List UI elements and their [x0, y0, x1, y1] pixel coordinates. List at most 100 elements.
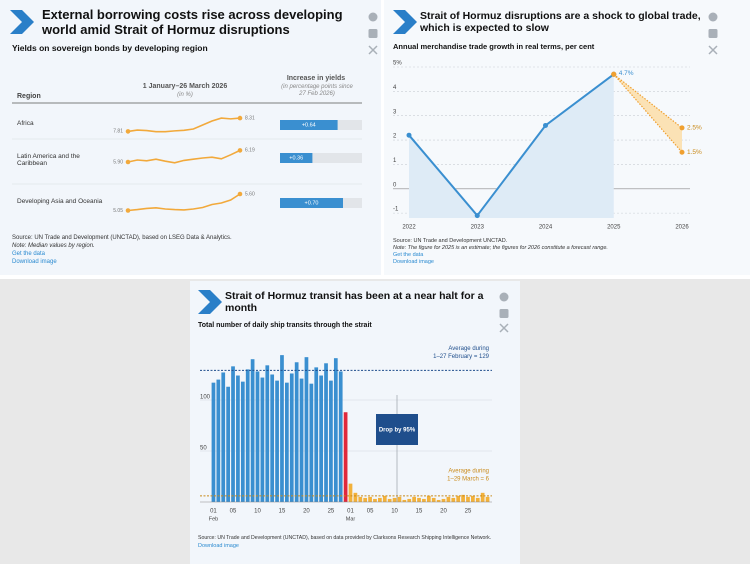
- reference-label: 1–29 March = 6: [447, 476, 490, 482]
- bar-label: +0.36: [289, 155, 303, 161]
- point: [543, 122, 548, 128]
- bar: [368, 496, 372, 502]
- point: [474, 213, 480, 219]
- x-tick-label: 2023: [471, 225, 485, 231]
- bar: [265, 365, 270, 502]
- linkedin-icon[interactable]: [708, 29, 718, 38]
- x-icon[interactable]: [708, 45, 718, 55]
- bar: [304, 357, 309, 502]
- value-label: 5.60: [245, 191, 255, 197]
- sparkline-point: [237, 191, 243, 197]
- x-icon[interactable]: [499, 323, 509, 333]
- sparkline-point: [237, 115, 243, 121]
- line: [613, 73, 683, 129]
- bar: [353, 492, 358, 502]
- line: [408, 73, 615, 218]
- value-label: 8.31: [245, 115, 255, 121]
- x-icon[interactable]: [368, 45, 378, 55]
- bar: [373, 498, 377, 502]
- bar: [402, 499, 407, 502]
- value-label: 1.5%: [687, 149, 702, 156]
- y-tick-label: 4: [393, 85, 397, 91]
- row-label: Latin America and the Caribbean: [17, 153, 80, 168]
- bar: [255, 371, 260, 502]
- linkedin-icon[interactable]: [499, 309, 509, 318]
- facebook-icon[interactable]: [499, 292, 509, 302]
- annotation-box: [376, 414, 418, 445]
- x-tick-label: 2025: [607, 225, 621, 231]
- point: [406, 132, 412, 138]
- bar: [446, 496, 451, 502]
- x-tick-label: 25: [328, 509, 335, 515]
- bar: [480, 492, 485, 502]
- bar: [309, 383, 314, 502]
- bar-label: +0.64: [302, 122, 316, 128]
- x-tick-label: 15: [279, 509, 286, 515]
- y-tick-label: 100: [200, 395, 211, 401]
- x-tick-label: 20: [303, 509, 310, 515]
- area: [409, 74, 614, 218]
- column-unit: (in percentage points since 27 Feb 2026): [281, 84, 353, 97]
- bar: [422, 498, 426, 502]
- bar: [461, 494, 465, 502]
- link[interactable]: Download image: [393, 259, 434, 265]
- bar: [289, 373, 294, 502]
- value-label: 2.5%: [687, 125, 702, 132]
- bar: [211, 382, 216, 502]
- y-tick-label: 5%: [393, 61, 402, 67]
- x-tick-label: 2022: [402, 225, 416, 231]
- bar: [275, 380, 279, 502]
- bar: [466, 496, 470, 502]
- bar: [475, 497, 480, 502]
- x-tick-label: Feb: [209, 516, 218, 522]
- source: Source: UN Trade and Development (UNCTAD…: [12, 235, 232, 241]
- social-icons[interactable]: [368, 12, 718, 333]
- link[interactable]: Get the data: [12, 251, 46, 257]
- bar: [299, 378, 304, 502]
- bar: [216, 379, 221, 502]
- bar: [397, 496, 402, 502]
- bar: [285, 382, 289, 502]
- logo: [10, 10, 34, 34]
- x-tick-label: 20: [440, 509, 447, 515]
- logo: [393, 10, 417, 34]
- bar: [392, 497, 397, 502]
- linkedin-icon[interactable]: [368, 29, 378, 38]
- card: [0, 0, 381, 275]
- facebook-icon[interactable]: [368, 12, 378, 22]
- reference-label: 1–27 February = 129: [433, 354, 490, 360]
- y-tick-label: 3: [393, 109, 397, 115]
- bar: [348, 483, 353, 502]
- point: [611, 71, 617, 77]
- x-tick-label: Mar: [346, 516, 356, 522]
- bar: [436, 499, 441, 502]
- bar: [441, 498, 446, 502]
- link[interactable]: Download image: [198, 543, 239, 549]
- x-tick-label: 10: [254, 509, 261, 515]
- annotation: Drop by 95%: [379, 428, 416, 434]
- link[interactable]: Download image: [12, 259, 57, 265]
- y-tick-label: 50: [200, 446, 207, 452]
- bar: [382, 495, 387, 502]
- bar-track: [280, 153, 362, 163]
- card-subtitle: Yields on sovereign bonds by developing …: [12, 43, 208, 53]
- bar: [358, 496, 363, 502]
- bar: [319, 375, 323, 502]
- card-title: Strait of Hormuz disruptions are a shock…: [420, 10, 701, 35]
- x-tick-label: 15: [416, 509, 423, 515]
- facebook-icon[interactable]: [708, 12, 718, 22]
- x-tick-label: 05: [367, 509, 374, 515]
- bar: [431, 497, 436, 502]
- bar: [324, 363, 328, 502]
- bar: [471, 495, 475, 502]
- row-label: Africa: [17, 120, 34, 127]
- x-tick-label: 25: [465, 509, 472, 515]
- reference-label: Average during: [448, 468, 489, 474]
- x-tick-label: 05: [230, 509, 237, 515]
- column-header: 1 January–26 March 2026: [142, 83, 228, 90]
- bar: [221, 372, 226, 502]
- link[interactable]: Get the data: [393, 252, 424, 258]
- sparkline-point: [125, 159, 131, 165]
- sparkline: [127, 149, 241, 164]
- bar: [226, 386, 230, 502]
